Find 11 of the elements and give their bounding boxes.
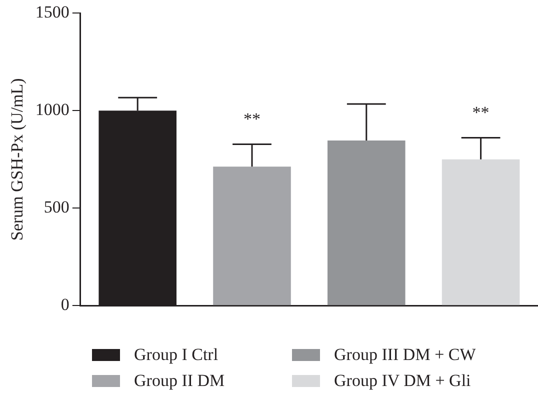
y-tick-label: 0 <box>60 295 70 314</box>
y-tick-label: 1500 <box>35 2 70 22</box>
y-tick-label: 500 <box>44 198 70 217</box>
y-axis-title: Serum GSH-Px (U/mL) <box>8 78 27 241</box>
y-tick-label: 1000 <box>35 100 70 120</box>
annotation: ** <box>244 110 260 129</box>
legend-label: Group I Ctrl <box>134 345 218 365</box>
legend-label: Group IV DM + Gli <box>334 371 471 391</box>
legend-label: Group III DM + CW <box>334 345 476 365</box>
legend-label: Group II DM <box>134 371 225 391</box>
annotation: ** <box>472 103 490 122</box>
